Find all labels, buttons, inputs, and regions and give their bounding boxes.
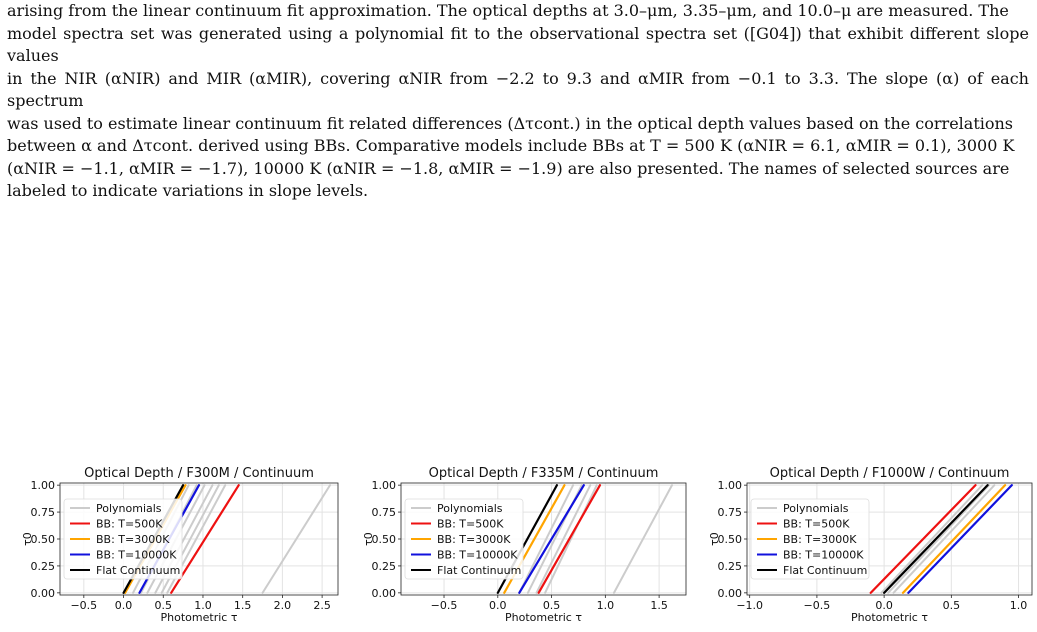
y-tick-label: 0.25 <box>718 560 743 573</box>
y-tick-label: 0.00 <box>718 587 743 600</box>
figure-caption: arising from the linear continuum fit ap… <box>7 0 1029 203</box>
x-tick-label: −0.5 <box>431 599 458 612</box>
series-line-polynomials <box>892 484 996 594</box>
y-tick-label: 0.50 <box>372 533 397 546</box>
x-tick-label: 0.0 <box>875 599 893 612</box>
y-axis-label: τ0 <box>362 532 375 546</box>
y-tick-label: 0.00 <box>31 587 56 600</box>
charts-row: −0.5 0.0 0.5 1.0 1.5 2.0 2.5 0.00 0.25 0.50 0.75 1.… <box>0 455 1037 627</box>
legend-label: BB: T=3000K <box>96 533 170 546</box>
x-tick-label: −0.5 <box>70 599 97 612</box>
caption-line: in the NIR (αNIR) and MIR (αMIR), coveri… <box>7 68 1029 111</box>
caption-line: (αNIR = −1.1, αMIR = −1.7), 10000 K (αNI… <box>7 158 1010 178</box>
legend-label: Polynomials <box>783 502 849 515</box>
x-tick-label: 2.0 <box>274 599 292 612</box>
chart-panel: −0.5 0.0 0.5 1.0 1.5 2.0 2.5 0.00 0.25 0.50 0.75 1.… <box>21 466 339 624</box>
legend: Polynomials BB: T=500K BB: T=3000K BB: T=10… <box>63 498 183 580</box>
y-tick-label: 1.00 <box>372 479 397 492</box>
caption-line: arising from the linear continuum fit ap… <box>7 1 1009 20</box>
x-tick-label: 0.5 <box>155 599 173 612</box>
caption-line: between α and Δτcont. derived using BBs.… <box>7 136 1015 155</box>
x-tick-label: 1.5 <box>234 599 252 612</box>
y-tick-label: 0.75 <box>372 506 397 519</box>
legend-label: Flat Continuum <box>783 564 867 577</box>
x-tick-label: 2.5 <box>313 599 331 612</box>
y-tick-label: 0.50 <box>31 533 56 546</box>
legend-label: BB: T=500K <box>437 518 504 531</box>
x-tick-label: 1.5 <box>650 599 668 612</box>
plot-area <box>869 484 1013 594</box>
y-axis-label: τ0 <box>708 532 721 546</box>
series-line-polynomials <box>535 484 592 594</box>
y-tick-label: 0.25 <box>372 560 397 573</box>
legend-label: BB: T=10000K <box>783 549 864 562</box>
charts-canvas: −0.5 0.0 0.5 1.0 1.5 2.0 2.5 0.00 0.25 0.50 0.75 1.… <box>21 466 1033 624</box>
legend-label: BB: T=3000K <box>437 533 511 546</box>
series-line-bb500 <box>869 484 977 594</box>
legend-label: Flat Continuum <box>437 564 521 577</box>
chart-title: Optical Depth / F300M / Continuum <box>84 466 314 481</box>
legend-box <box>404 498 524 580</box>
y-tick-label: 0.00 <box>372 587 397 600</box>
y-tick-label: 0.50 <box>718 533 743 546</box>
plot-area <box>496 484 674 594</box>
series-line-polynomials <box>261 484 332 594</box>
legend-label: BB: T=500K <box>783 518 850 531</box>
caption-line: was used to estimate linear continuum fi… <box>7 113 1014 133</box>
y-tick-label: 1.00 <box>718 479 743 492</box>
legend-label: Polynomials <box>96 502 162 515</box>
y-axis-label: τ0 <box>21 532 34 546</box>
series-line-polynomials <box>518 484 575 594</box>
series-line-polynomials <box>880 484 984 594</box>
x-tick-label: 1.0 <box>597 599 615 612</box>
legend-label: BB: T=3000K <box>783 533 857 546</box>
legend-label: BB: T=10000K <box>96 549 177 562</box>
y-tick-label: 1.00 <box>31 479 56 492</box>
legend-label: BB: T=10000K <box>437 549 518 562</box>
x-axis-label: Photometric τ <box>851 611 928 624</box>
legend-box <box>63 498 183 580</box>
caption-line: model spectra set was generated using a … <box>7 23 1029 66</box>
y-tick-label: 0.75 <box>718 506 743 519</box>
chart-panel: −1.0 −0.5 0.0 0.5 1.0 0.00 0.25 0.50 0.75 1.00 Opt… <box>708 466 1033 624</box>
x-tick-label: 0.5 <box>543 599 561 612</box>
caption-line: labeled to indicate variations in slope … <box>7 181 369 200</box>
chart-panel: −0.5 0.0 0.5 1.0 1.5 0.00 0.25 0.50 0.75 1.00 Opti… <box>362 466 687 624</box>
chart-title: Optical Depth / F335M / Continuum <box>429 466 659 481</box>
legend: Polynomials BB: T=500K BB: T=3000K BB: T=10… <box>750 498 870 580</box>
x-tick-label: 0.0 <box>489 599 507 612</box>
series-line-bb500 <box>537 484 602 594</box>
series-line-bb10000 <box>907 484 1013 594</box>
series-line-polynomials <box>544 484 598 594</box>
series-line-bb500 <box>170 484 240 594</box>
x-tick-label: 1.0 <box>1010 599 1028 612</box>
legend-label: Flat Continuum <box>96 564 180 577</box>
legend-label: BB: T=500K <box>96 518 163 531</box>
x-tick-label: −1.0 <box>736 599 763 612</box>
x-tick-label: 0.0 <box>115 599 133 612</box>
y-tick-label: 0.25 <box>31 560 56 573</box>
x-tick-label: −0.5 <box>804 599 831 612</box>
y-tick-label: 0.75 <box>31 506 56 519</box>
series-line-bb10000 <box>518 484 585 594</box>
x-tick-label: 1.0 <box>194 599 212 612</box>
series-line-polynomials <box>612 484 674 594</box>
legend-box <box>750 498 870 580</box>
x-axis-label: Photometric τ <box>161 611 238 624</box>
series-line-polynomials <box>887 484 990 594</box>
legend: Polynomials BB: T=500K BB: T=3000K BB: T=10… <box>404 498 524 580</box>
series-line-bb3000 <box>901 484 1007 594</box>
x-axis-label: Photometric τ <box>505 611 582 624</box>
x-tick-label: 0.5 <box>943 599 961 612</box>
series-line-flat <box>883 484 989 594</box>
legend-label: Polynomials <box>437 502 503 515</box>
chart-title: Optical Depth / F1000W / Continuum <box>770 466 1010 481</box>
